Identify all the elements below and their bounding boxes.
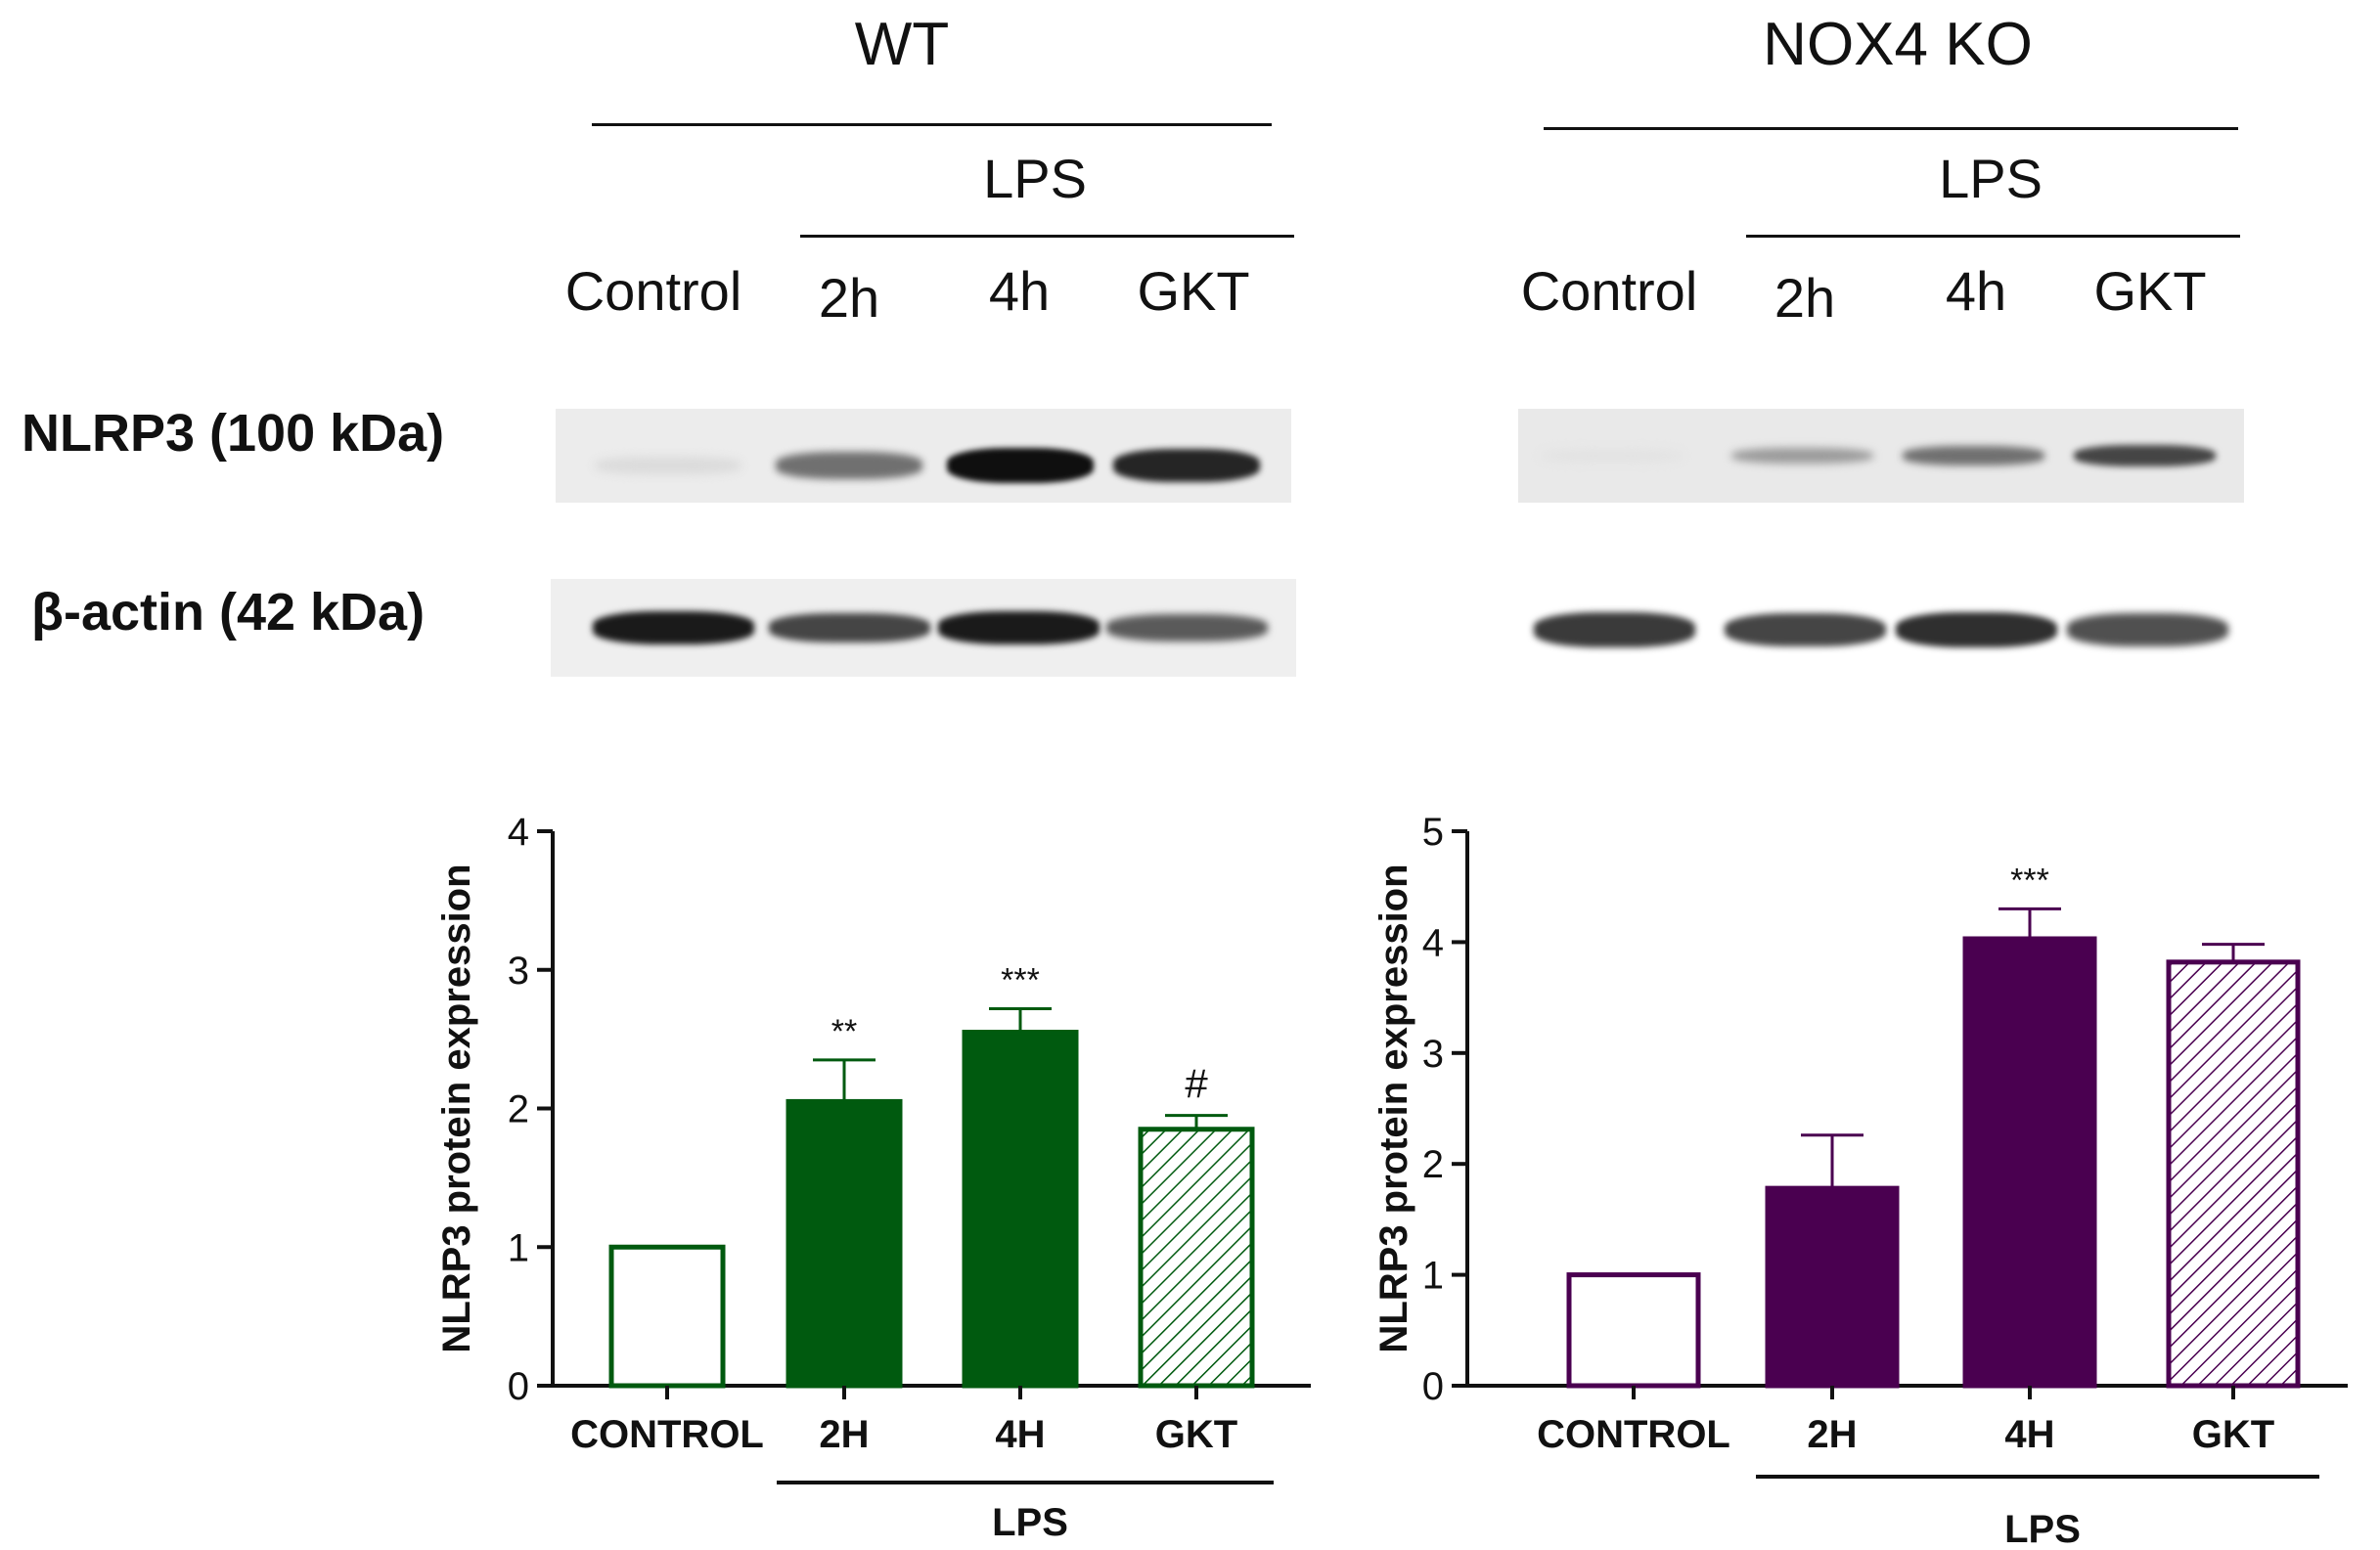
wt-nlrp3-band [1113, 448, 1260, 482]
wt-lane-label: Control [564, 260, 742, 322]
wt-actin-band [1105, 614, 1268, 642]
ko-bar [1765, 1185, 1900, 1389]
nlrp3-row-label: NLRP3 (100 kDa) [22, 404, 445, 463]
ko-lps-label: LPS [1939, 148, 2043, 209]
ko-significance-label: *** [2010, 862, 2049, 899]
wt-significance-label: *** [1001, 961, 1040, 998]
ko-nlrp3-band [2073, 444, 2216, 467]
ko-actin-band [1724, 612, 1886, 647]
wt-actin-band [768, 613, 930, 642]
wt-y-tick-label: 1 [508, 1226, 529, 1269]
wt-nlrp3-band [595, 457, 741, 474]
ko-y-label: NLRP3 protein expression [1372, 864, 1415, 1352]
ko-title: NOX4 KO [1763, 11, 2033, 78]
ko-actin-band [1533, 612, 1695, 647]
wt-category-label: 2H [819, 1413, 869, 1456]
actin-row-label: β-actin (42 kDa) [31, 583, 426, 642]
ko-lane-label: GKT [2093, 260, 2207, 322]
wt-lps-underline [800, 235, 1294, 238]
ko-actin-band [2066, 613, 2228, 646]
wt-bar [608, 1244, 726, 1389]
wt-significance-label: ** [831, 1013, 857, 1050]
ko-category-label: 4H [2004, 1413, 2054, 1456]
wt-category-label: 4H [995, 1413, 1045, 1456]
wt-lane-label: GKT [1137, 260, 1250, 322]
ko-y-tick-label: 5 [1422, 811, 1444, 854]
ko-bar [2166, 959, 2301, 1389]
wt-y-label: NLRP3 protein expression [435, 864, 478, 1352]
ko-title-underline [1544, 127, 2238, 130]
wt-bar [962, 1030, 1079, 1389]
wt-bar-chart: 0 1 2 3 4 NLRP3 protein expression CONTROL ** 2H… [435, 811, 1311, 1544]
wt-nlrp3-band [776, 452, 922, 479]
ko-lps-group-label: LPS [2004, 1508, 2081, 1550]
ko-lane-label: 2h [1774, 267, 1836, 329]
wt-nlrp3-band [947, 448, 1094, 483]
wt-y-tick-label: 4 [508, 811, 529, 854]
wt-category-label: GKT [1155, 1413, 1237, 1456]
ko-lane-label: Control [1520, 260, 1698, 322]
wt-title: WT [854, 11, 950, 78]
wt-lps-label: LPS [983, 148, 1087, 209]
wt-actin-band [592, 611, 754, 644]
ko-actin-blot [1521, 587, 2250, 677]
wt-significance-label: # [1185, 1061, 1208, 1107]
ko-y-tick-label: 2 [1422, 1143, 1444, 1186]
wt-y-tick-label: 0 [508, 1365, 529, 1408]
ko-nlrp3-band [1540, 450, 1683, 462]
wt-actin-band [937, 611, 1100, 644]
ko-nlrp3-band [1902, 446, 2044, 465]
wt-bar [1138, 1127, 1255, 1389]
wt-lps-group-label: LPS [992, 1501, 1068, 1544]
wt-nlrp3-blot [556, 409, 1291, 503]
ko-lane-label: 4h [1945, 260, 2007, 322]
wt-lane-label: 4h [988, 260, 1051, 322]
ko-bar [1962, 936, 2097, 1389]
ko-y-tick-label: 4 [1422, 921, 1444, 964]
ko-y-tick-label: 1 [1422, 1255, 1444, 1298]
wt-title-underline [592, 123, 1272, 126]
ko-category-label: GKT [2192, 1413, 2274, 1456]
wt-bar [786, 1098, 903, 1389]
ko-nlrp3-blot [1518, 409, 2244, 503]
ko-y-tick-label: 0 [1422, 1365, 1444, 1408]
wt-lane-label: 2h [818, 267, 880, 329]
ko-category-label: 2H [1807, 1413, 1857, 1456]
wt-y-tick-label: 3 [508, 950, 529, 993]
ko-y-tick-label: 3 [1422, 1033, 1444, 1076]
wt-y-tick-label: 2 [508, 1088, 529, 1131]
ko-actin-band [1895, 611, 2057, 648]
ko-category-label: CONTROL [1537, 1413, 1730, 1456]
ko-nlrp3-band [1730, 447, 1873, 465]
ko-lps-underline [1746, 235, 2240, 238]
ko-bar [1566, 1272, 1701, 1389]
wt-category-label: CONTROL [570, 1413, 764, 1456]
wt-actin-blot [551, 579, 1296, 677]
